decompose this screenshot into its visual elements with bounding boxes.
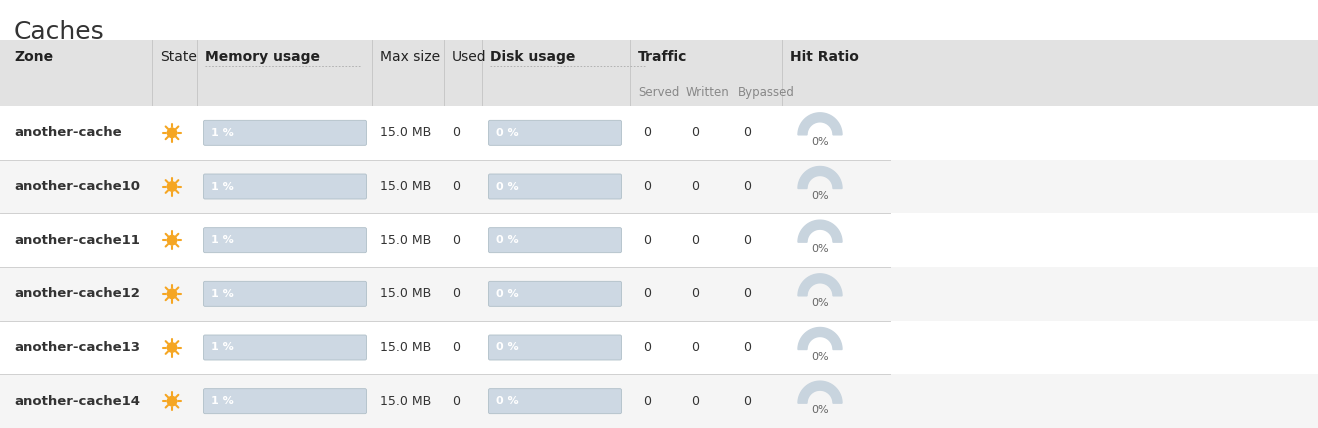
FancyBboxPatch shape [489,389,622,414]
Text: 15.0 MB: 15.0 MB [380,287,431,300]
Text: Caches: Caches [14,20,104,44]
Text: 0: 0 [691,287,699,300]
Circle shape [167,289,177,298]
Circle shape [167,128,177,137]
Text: 0 %: 0 % [496,289,518,299]
Text: Hit Ratio: Hit Ratio [789,50,859,64]
FancyBboxPatch shape [203,335,366,360]
Text: Written: Written [685,86,730,98]
Text: 0: 0 [743,180,751,193]
FancyBboxPatch shape [203,174,366,199]
Text: 0 %: 0 % [496,128,518,138]
FancyBboxPatch shape [203,389,366,414]
Polygon shape [797,113,842,135]
Text: Zone: Zone [14,50,53,64]
Text: Traffic: Traffic [638,50,688,64]
FancyBboxPatch shape [489,335,622,360]
Circle shape [167,235,177,245]
Text: 0%: 0% [811,190,829,200]
Text: 0: 0 [643,341,651,354]
Circle shape [167,396,177,406]
Text: 1 %: 1 % [211,396,233,406]
Bar [0,374,1318,428]
FancyBboxPatch shape [203,228,366,253]
Text: 0: 0 [743,126,751,140]
Text: Bypassed: Bypassed [738,86,795,98]
Text: 1 %: 1 % [211,342,233,353]
Text: 0: 0 [691,341,699,354]
Text: 0 %: 0 % [496,396,518,406]
Text: 1 %: 1 % [211,181,233,191]
Bar [0,40,1318,78]
Text: 0: 0 [743,287,751,300]
Bar [0,106,1318,160]
Circle shape [167,343,177,352]
Text: another-cache11: another-cache11 [14,234,140,247]
Text: 15.0 MB: 15.0 MB [380,180,431,193]
Text: 0: 0 [643,395,651,407]
Polygon shape [797,220,842,242]
Text: 0 %: 0 % [496,235,518,245]
Polygon shape [797,166,842,188]
Text: 0%: 0% [811,137,829,147]
Text: 0%: 0% [811,298,829,308]
Text: Used: Used [452,50,486,64]
Text: another-cache10: another-cache10 [14,180,140,193]
Text: 0: 0 [743,395,751,407]
Bar [0,321,1318,374]
Text: 15.0 MB: 15.0 MB [380,395,431,407]
Polygon shape [797,327,842,350]
Polygon shape [797,274,842,296]
Text: 0: 0 [743,341,751,354]
Bar [0,160,1318,213]
Text: 15.0 MB: 15.0 MB [380,341,431,354]
Text: 0: 0 [452,395,460,407]
Text: 1 %: 1 % [211,128,233,138]
FancyBboxPatch shape [203,281,366,306]
FancyBboxPatch shape [489,281,622,306]
Text: Disk usage: Disk usage [490,50,576,64]
Text: 0: 0 [643,234,651,247]
Text: 0 %: 0 % [496,342,518,353]
Text: 0: 0 [452,234,460,247]
Text: 0: 0 [643,126,651,140]
FancyBboxPatch shape [489,120,622,146]
Text: 0: 0 [643,287,651,300]
Text: 0: 0 [691,234,699,247]
Bar [0,213,1318,267]
FancyBboxPatch shape [203,120,366,146]
Text: Served: Served [638,86,679,98]
Bar [0,78,1318,106]
Text: 0: 0 [452,341,460,354]
Text: State: State [159,50,196,64]
Text: Memory usage: Memory usage [206,50,320,64]
FancyBboxPatch shape [489,174,622,199]
Text: 0: 0 [691,180,699,193]
Text: 15.0 MB: 15.0 MB [380,126,431,140]
Text: 0: 0 [691,126,699,140]
Text: Max size: Max size [380,50,440,64]
Text: 0 %: 0 % [496,181,518,191]
Polygon shape [797,381,842,403]
Text: 0: 0 [452,287,460,300]
Text: 0: 0 [691,395,699,407]
Bar [0,267,1318,321]
FancyBboxPatch shape [489,228,622,253]
Text: 15.0 MB: 15.0 MB [380,234,431,247]
Text: 0: 0 [452,180,460,193]
Text: 0: 0 [743,234,751,247]
Text: 0%: 0% [811,351,829,362]
Text: 0: 0 [643,180,651,193]
Text: another-cache: another-cache [14,126,121,140]
Text: 1 %: 1 % [211,235,233,245]
Text: 0%: 0% [811,405,829,415]
Circle shape [167,182,177,191]
Text: another-cache13: another-cache13 [14,341,140,354]
Text: 0%: 0% [811,244,829,254]
Text: another-cache14: another-cache14 [14,395,140,407]
Text: 0: 0 [452,126,460,140]
Text: another-cache12: another-cache12 [14,287,140,300]
Text: 1 %: 1 % [211,289,233,299]
